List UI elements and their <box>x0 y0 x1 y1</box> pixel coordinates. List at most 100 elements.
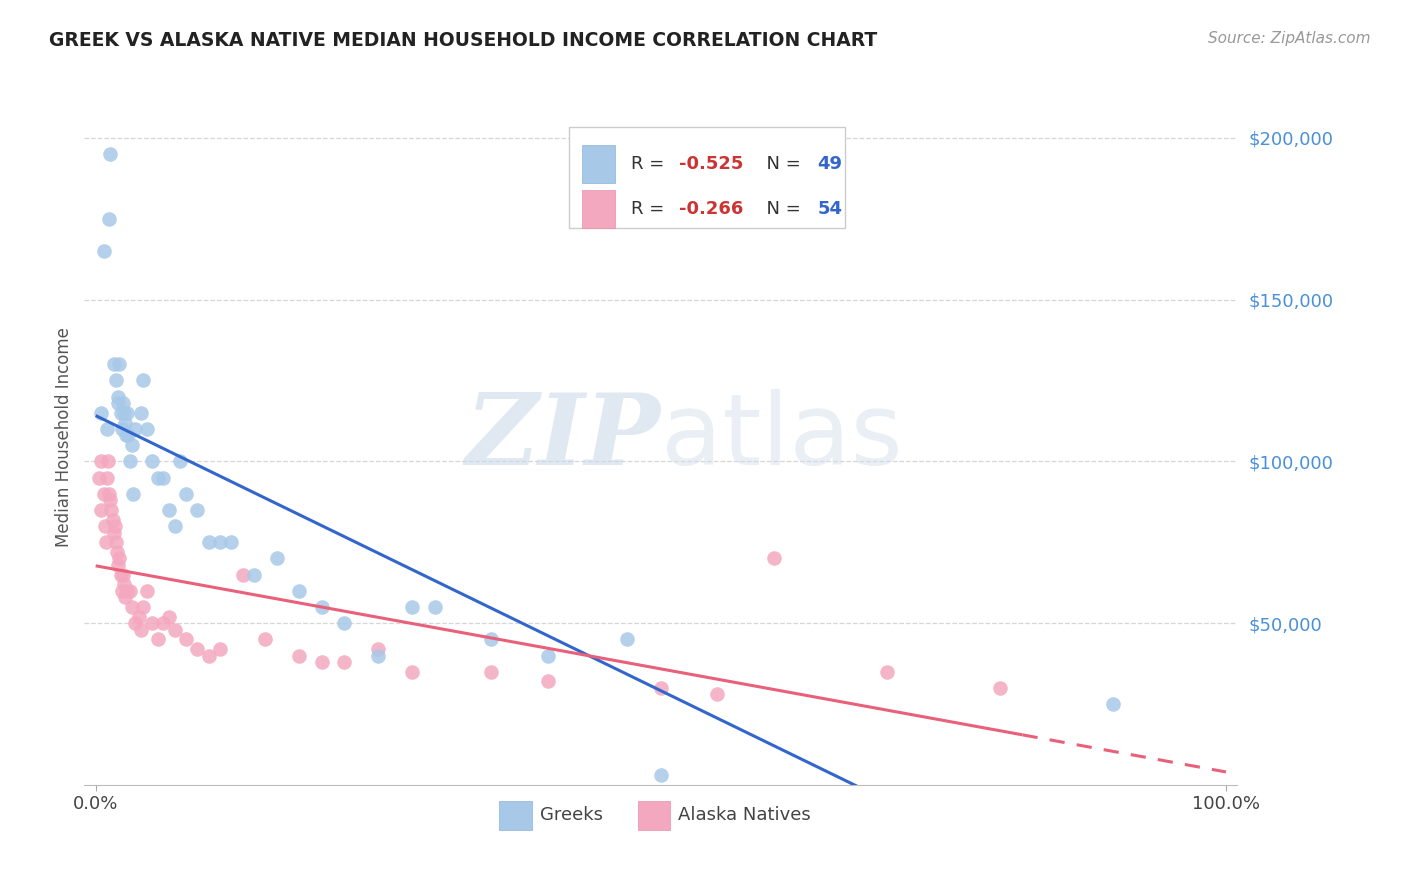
Point <box>107 390 129 404</box>
Point <box>90 503 112 517</box>
Point <box>121 438 143 452</box>
Text: GREEK VS ALASKA NATIVE MEDIAN HOUSEHOLD INCOME CORRELATION CHART: GREEK VS ALASKA NATIVE MEDIAN HOUSEHOLD … <box>49 31 877 50</box>
Point <box>103 525 125 540</box>
Point <box>107 558 129 572</box>
Point <box>112 406 135 420</box>
Point <box>110 406 132 420</box>
Point <box>111 422 134 436</box>
Point <box>121 599 143 614</box>
Point <box>157 503 180 517</box>
Point <box>208 642 231 657</box>
Point <box>141 616 163 631</box>
Point <box>98 211 121 226</box>
Point <box>108 357 131 371</box>
Point <box>90 406 112 420</box>
Point <box>174 632 197 647</box>
Point <box>87 470 110 484</box>
Point <box>650 768 672 782</box>
Point <box>98 486 121 500</box>
Point <box>266 551 288 566</box>
Point <box>111 567 134 582</box>
Text: Alaska Natives: Alaska Natives <box>678 805 811 824</box>
Point <box>762 551 785 566</box>
Point <box>118 454 141 468</box>
Point <box>110 567 132 582</box>
Point <box>132 374 155 388</box>
Text: -0.266: -0.266 <box>679 200 744 219</box>
Point <box>93 486 115 500</box>
Point <box>146 470 169 484</box>
Point <box>243 567 266 582</box>
Point <box>616 632 638 647</box>
Text: R =: R = <box>631 200 669 219</box>
Point <box>152 616 174 631</box>
Point <box>401 599 423 614</box>
Point <box>96 470 118 484</box>
Point <box>96 422 118 436</box>
Text: R =: R = <box>631 155 669 173</box>
Point <box>97 454 120 468</box>
Point <box>333 616 356 631</box>
Text: -0.525: -0.525 <box>679 155 744 173</box>
Point <box>186 503 208 517</box>
Point <box>90 454 112 468</box>
Text: 49: 49 <box>818 155 842 173</box>
Point <box>288 583 311 598</box>
Point <box>1102 697 1125 711</box>
Point <box>169 454 191 468</box>
Point <box>93 519 115 533</box>
Point <box>537 674 560 689</box>
Point <box>876 665 898 679</box>
Point <box>114 591 136 605</box>
Point <box>311 655 333 669</box>
Point <box>111 396 134 410</box>
Point <box>152 470 174 484</box>
Point <box>163 623 186 637</box>
Point <box>311 599 333 614</box>
Point <box>135 422 157 436</box>
Point <box>197 535 219 549</box>
FancyBboxPatch shape <box>568 128 845 228</box>
Point <box>105 545 128 559</box>
Text: 54: 54 <box>818 200 842 219</box>
Point <box>232 567 254 582</box>
Point <box>93 244 115 258</box>
Point <box>423 599 446 614</box>
Point <box>94 535 117 549</box>
Point <box>141 454 163 468</box>
Point <box>101 513 124 527</box>
Point <box>98 147 121 161</box>
Point <box>479 632 502 647</box>
FancyBboxPatch shape <box>638 801 671 830</box>
Point <box>111 583 134 598</box>
Point <box>107 396 129 410</box>
Point <box>174 486 197 500</box>
Point <box>98 493 121 508</box>
Point <box>115 428 138 442</box>
Point <box>706 687 728 701</box>
Point <box>401 665 423 679</box>
Text: Greeks: Greeks <box>540 805 603 824</box>
FancyBboxPatch shape <box>582 190 614 228</box>
Point <box>208 535 231 549</box>
Point <box>112 577 135 591</box>
Point <box>146 632 169 647</box>
Point <box>132 599 155 614</box>
Point <box>135 583 157 598</box>
Point <box>105 535 128 549</box>
FancyBboxPatch shape <box>499 801 531 830</box>
Point <box>117 428 139 442</box>
Point <box>104 519 127 533</box>
Point <box>479 665 502 679</box>
Point <box>105 374 128 388</box>
Point <box>157 609 180 624</box>
Text: N =: N = <box>755 155 807 173</box>
Point <box>197 648 219 663</box>
Y-axis label: Median Household Income: Median Household Income <box>55 327 73 547</box>
Point <box>124 616 146 631</box>
Point <box>108 551 131 566</box>
Point <box>118 583 141 598</box>
Point <box>128 609 150 624</box>
Point <box>124 422 146 436</box>
Point <box>221 535 243 549</box>
